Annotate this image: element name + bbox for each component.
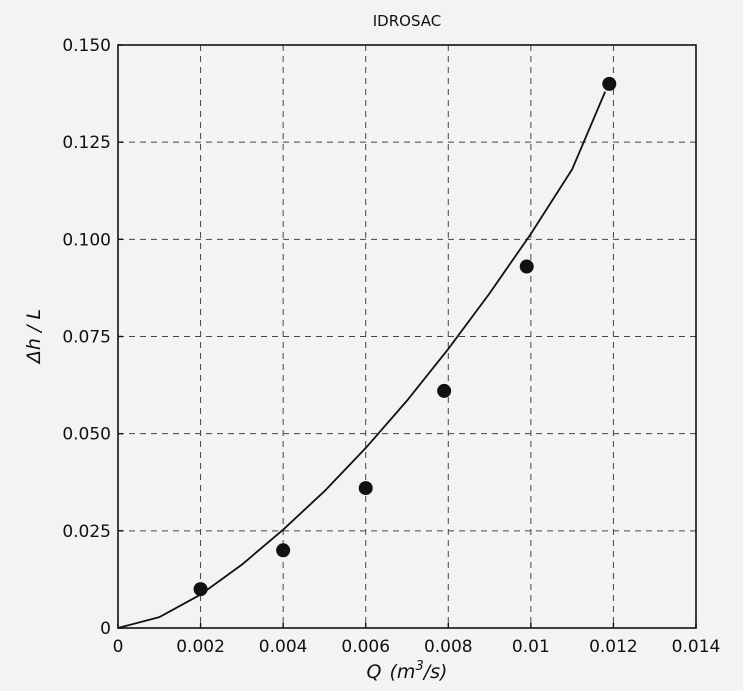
- y-tick-label: 0.125: [62, 133, 111, 153]
- y-tick-label: 0.025: [62, 522, 111, 542]
- x-axis-label: Q (m3/s): [367, 659, 448, 683]
- x-tick-labels: 0 0.002 0.004 0.006 0.008 0.01 0.012 0.014: [113, 637, 721, 657]
- data-point: [519, 259, 534, 274]
- y-tick-labels: 0 0.025 0.050 0.075 0.100 0.125 0.150: [62, 36, 111, 639]
- x-tick-label: 0.012: [589, 637, 638, 657]
- chart-title: IDROSAC: [373, 12, 441, 30]
- data-point: [193, 582, 208, 597]
- x-axis-label-unit-post: /s): [422, 661, 448, 683]
- x-tick-label: 0.01: [512, 637, 550, 657]
- data-point: [358, 481, 373, 496]
- data-point: [276, 543, 291, 558]
- data-point: [437, 383, 452, 398]
- x-axis-label-var: Q: [367, 661, 382, 683]
- x-tick-label: 0.014: [672, 637, 721, 657]
- ticks: [117, 44, 697, 629]
- x-axis-label-unit-pre: (m: [390, 661, 416, 683]
- data-points: [193, 76, 617, 597]
- x-tick-label: 0.008: [424, 637, 473, 657]
- y-tick-label: 0.100: [62, 230, 111, 250]
- data-point: [602, 76, 617, 91]
- y-tick-label: 0: [100, 619, 111, 639]
- x-tick-label: 0.004: [259, 637, 308, 657]
- grid: [118, 45, 696, 628]
- fit-curve: [117, 91, 606, 629]
- y-tick-label: 0.150: [62, 36, 111, 56]
- y-tick-label: 0.075: [62, 328, 111, 348]
- y-axis-label: Δh / L: [23, 309, 45, 365]
- x-tick-label: 0.006: [341, 637, 390, 657]
- x-axis-label-unit-sup: 3: [415, 659, 423, 674]
- y-tick-label: 0.050: [62, 425, 111, 445]
- x-tick-label: 0.002: [176, 637, 225, 657]
- x-tick-label: 0: [113, 637, 124, 657]
